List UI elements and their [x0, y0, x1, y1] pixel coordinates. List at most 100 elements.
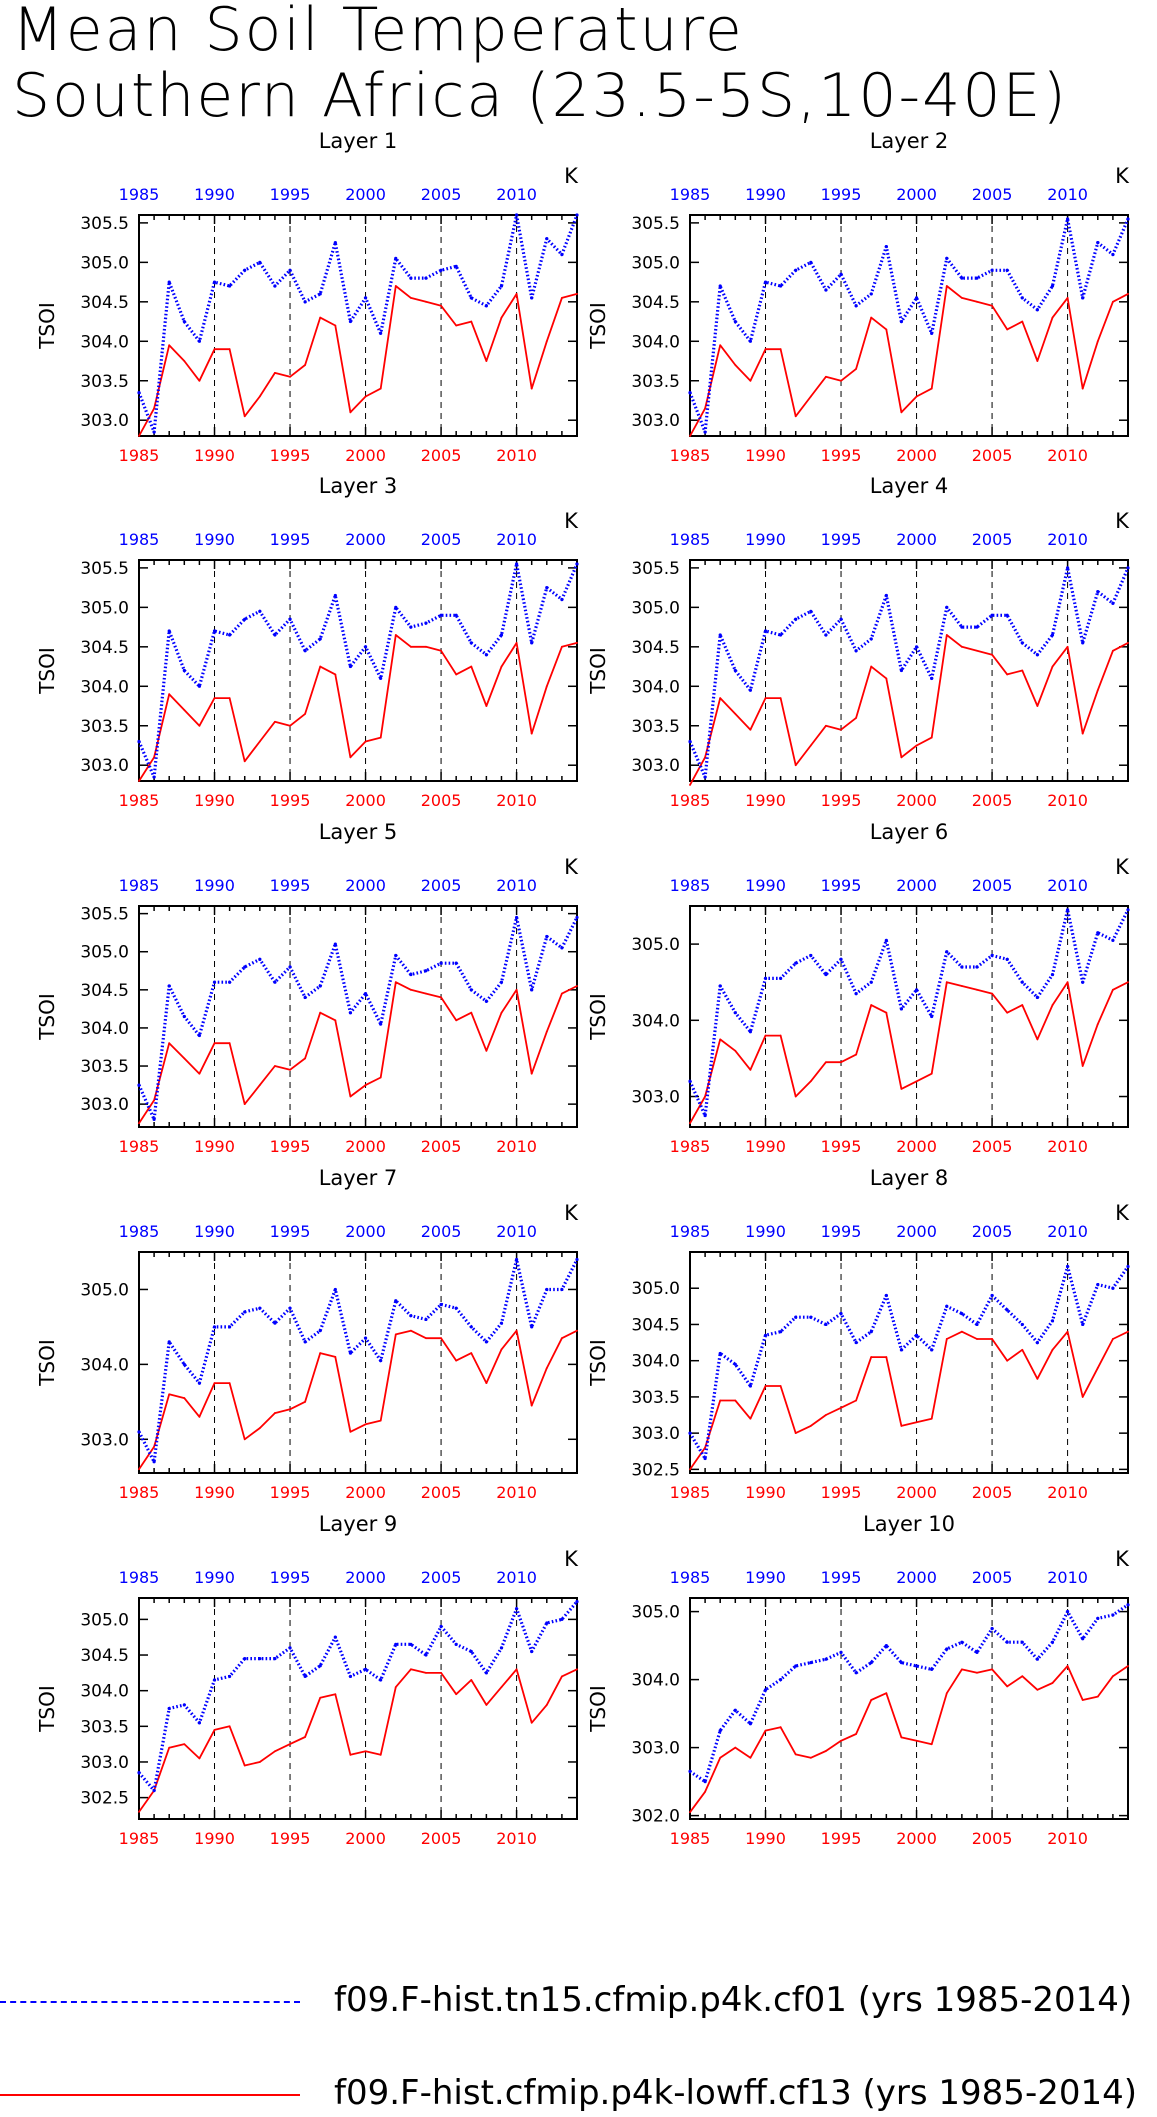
layer-6-bottom-tick-label-2005: 2005 — [972, 1137, 1013, 1156]
layer-8-point-lowff-2014 — [1127, 1330, 1129, 1333]
layer-10-top-tick-label-1985: 1985 — [670, 1568, 711, 1587]
layer-1-point-cf01-1989 — [197, 339, 202, 343]
layer-3-point-lowff-1995 — [289, 724, 291, 727]
layer-3-point-cf01-1995 — [288, 617, 292, 621]
layer-2-point-lowff-1987 — [719, 344, 722, 347]
layer-9-point-lowff-1996 — [304, 1736, 307, 1738]
layer-3-point-lowff-2005 — [440, 649, 442, 652]
layer-8-point-cf01-1999 — [899, 1348, 904, 1352]
layer-1-bottom-tick-label-2000: 2000 — [345, 446, 386, 465]
layer-3-point-cf01-2002 — [394, 605, 398, 609]
layer-5-plot-frame — [138, 905, 578, 1128]
layer-6-point-cf01-2011 — [1081, 980, 1085, 984]
layer-9-point-lowff-2009 — [500, 1686, 503, 1689]
layer-1-point-lowff-1990 — [213, 348, 216, 351]
layer-10-point-cf01-2004 — [975, 1650, 979, 1654]
layer-10-point-lowff-1985 — [689, 1811, 691, 1814]
layer-10-point-cf01-2007 — [1020, 1640, 1024, 1644]
layer-9-point-lowff-1995 — [289, 1743, 291, 1746]
layer-3-y-tick-label-304: 304.0 — [80, 677, 129, 697]
layer-5-point-lowff-1993 — [258, 1084, 261, 1086]
layer-6-point-lowff-2010 — [1066, 981, 1069, 984]
layer-3-point-cf01-2007 — [469, 641, 473, 645]
layer-5-point-cf01-1991 — [228, 980, 232, 984]
layer-4-point-lowff-2013 — [1111, 649, 1114, 652]
layer-1-top-tick-label-1985: 1985 — [119, 185, 160, 204]
layer-9-y-tick-label-304: 304.0 — [80, 1682, 129, 1702]
layer-7-point-lowff-2002 — [394, 1333, 397, 1336]
layer-7-point-lowff-1999 — [349, 1430, 352, 1433]
layer-1-title: Layer 1 — [319, 129, 398, 153]
layer-1-point-lowff-1998 — [334, 324, 337, 327]
layer-4-point-lowff-1989 — [749, 728, 752, 731]
layer-2-point-lowff-2006 — [1006, 328, 1009, 331]
layer-9-point-lowff-1993 — [258, 1761, 261, 1763]
layer-7-point-lowff-2008 — [485, 1382, 488, 1385]
layer-7-point-lowff-2004 — [425, 1337, 427, 1340]
layer-6-point-lowff-1991 — [779, 1034, 782, 1037]
layer-3-point-cf01-2003 — [409, 625, 413, 629]
layer-2-top-tick-label-1985: 1985 — [670, 185, 711, 204]
layer-10-y-tick-label-304: 304.0 — [631, 1671, 680, 1691]
layer-6-point-lowff-2001 — [930, 1072, 933, 1075]
layer-3-unit-label: K — [564, 509, 579, 533]
layer-6-point-cf01-2006 — [1005, 957, 1009, 961]
layer-5-point-cf01-1993 — [258, 957, 262, 961]
layer-10-point-cf01-2006 — [1005, 1640, 1009, 1644]
layer-2-point-lowff-2005 — [991, 304, 993, 307]
layer-9-bottom-tick-label-2000: 2000 — [345, 1829, 386, 1848]
layer-2-point-lowff-1988 — [734, 364, 737, 366]
layer-4-point-lowff-2000 — [915, 744, 918, 747]
layer-5-bottom-tick-label-2005: 2005 — [421, 1137, 462, 1156]
layer-3-series-cf01-line — [137, 562, 579, 779]
layer-2-point-lowff-2003 — [960, 296, 963, 299]
layer-5-point-lowff-1987 — [168, 1042, 171, 1045]
layer-7-point-cf01-2006 — [454, 1306, 458, 1310]
layer-8-top-tick-label-1995: 1995 — [821, 1222, 862, 1241]
layer-7-point-cf01-2001 — [379, 1359, 383, 1363]
layer-1-bottom-tick-label-1990: 1990 — [194, 446, 235, 465]
layer-3-point-cf01-2011 — [530, 641, 534, 645]
layer-5-y-tick-label-303: 303.0 — [80, 1095, 129, 1115]
layer-9-point-lowff-1999 — [349, 1753, 352, 1756]
layer-2-point-cf01-1985 — [688, 390, 692, 395]
layer-9-point-lowff-2013 — [560, 1675, 563, 1678]
layer-10-point-lowff-2005 — [991, 1668, 993, 1671]
layer-4-point-lowff-1998 — [885, 677, 888, 680]
layer-5-top-tick-label-1995: 1995 — [270, 876, 311, 895]
layer-10-point-lowff-2008 — [1036, 1688, 1039, 1691]
layer-1-point-cf01-2008 — [484, 304, 488, 308]
layer-8-point-lowff-2009 — [1051, 1348, 1054, 1351]
layer-3-point-cf01-1996 — [303, 649, 307, 653]
layer-1-point-cf01-2014 — [575, 213, 579, 217]
layer-10-bottom-tick-label-2000: 2000 — [896, 1829, 937, 1848]
layer-4-point-lowff-1987 — [719, 697, 722, 700]
layer-6-point-cf01-2010 — [1065, 908, 1070, 912]
layer-7-point-cf01-2014 — [575, 1257, 579, 1262]
layer-10-point-cf01-2001 — [930, 1667, 934, 1671]
layer-1-point-lowff-1993 — [258, 395, 261, 398]
layer-4-point-cf01-1989 — [748, 688, 753, 692]
layer-8-top-tick-label-1990: 1990 — [745, 1222, 786, 1241]
layer-6-point-cf01-1987 — [718, 984, 722, 988]
layer-6-point-cf01-2007 — [1020, 980, 1024, 984]
layer-6-point-cf01-2003 — [960, 965, 964, 969]
layer-5-top-tick-label-1990: 1990 — [194, 876, 235, 895]
layer-8-bottom-tick-label-1985: 1985 — [670, 1483, 711, 1502]
layer-2-point-lowff-2002 — [945, 285, 948, 287]
layer-8-bottom-tick-label-2005: 2005 — [972, 1483, 1013, 1502]
layer-9-point-cf01-1990 — [212, 1678, 217, 1682]
layer-6-point-cf01-2001 — [930, 1014, 934, 1019]
layer-10-y-tick-label-302: 302.0 — [631, 1807, 680, 1827]
layer-8-bottom-tick-label-1995: 1995 — [821, 1483, 862, 1502]
layer-7-point-lowff-1997 — [319, 1352, 322, 1355]
layer-2-point-lowff-1985 — [689, 435, 691, 437]
layer-5-point-cf01-1992 — [243, 965, 247, 969]
layer-9-point-lowff-2002 — [394, 1686, 397, 1689]
layer-2-point-lowff-1992 — [794, 415, 797, 418]
layer-7-point-lowff-1994 — [274, 1412, 276, 1414]
layer-7-point-cf01-2010 — [514, 1257, 519, 1262]
layer-2-point-cf01-1987 — [718, 284, 722, 288]
layer-8-point-cf01-2010 — [1065, 1264, 1070, 1269]
layer-3-title: Layer 3 — [319, 474, 398, 498]
